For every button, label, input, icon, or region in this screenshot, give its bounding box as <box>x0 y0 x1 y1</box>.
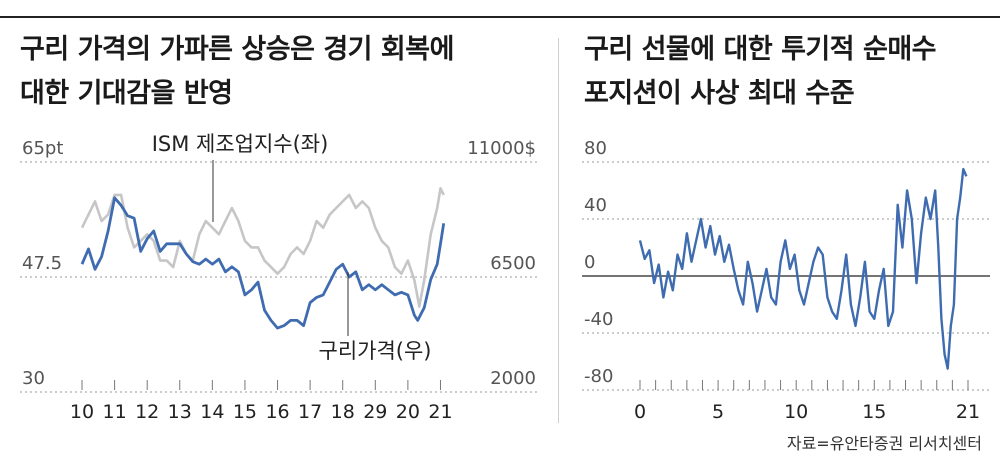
ism-index-line <box>80 187 445 308</box>
x-axis-tick-label: 21 <box>956 401 980 423</box>
y-axis-tick-label: -80 <box>584 366 613 387</box>
y-axis-tick-label: 80 <box>584 138 607 159</box>
copper-ism-chart: 30 47.5 65pt 2000 6500 11000$ 10 11 12 13 14 15 16 17… <box>20 132 540 423</box>
x-axis-tick-label: 21 <box>428 401 452 423</box>
left-axis-tick-label: 47.5 <box>22 253 62 274</box>
x-axis-tick-label: 5 <box>712 401 724 423</box>
x-axis-tick-label: 12 <box>135 401 159 423</box>
x-axis-tick-label: 14 <box>200 401 224 423</box>
net-long-position-line <box>638 167 968 370</box>
right-title-line-1: 구리 선물에 대한 투기적 순매수 <box>584 34 937 65</box>
source-note: 자료=유안타증권 리서치센터 <box>786 434 982 453</box>
speculative-positions-chart: -80 -40 0 40 80 0 5 10 15 21 <box>582 138 990 423</box>
y-axis-tick-label: -40 <box>584 309 613 330</box>
x-axis-tick-label: 18 <box>331 401 355 423</box>
right-chart-title: 구리 선물에 대한 투기적 순매수 포지션이 사상 최대 수준 <box>584 28 937 116</box>
x-axis-tick-label: 10 <box>70 401 94 423</box>
x-axis-tick-label: 0 <box>634 401 646 423</box>
left-chart-title: 구리 가격의 가파른 상승은 경기 회복에 대한 기대감을 반영 <box>20 28 454 116</box>
right-title-line-2: 포지션이 사상 최대 수준 <box>584 78 855 109</box>
y-axis-tick-label: 40 <box>584 195 607 216</box>
x-axis-tick-label: 20 <box>396 401 420 423</box>
y-axis-tick-label: 0 <box>584 252 595 273</box>
left-title-line-1: 구리 가격의 가파른 상승은 경기 회복에 <box>20 34 454 65</box>
right-axis-tick-label: 6500 <box>490 253 536 274</box>
x-axis-tick-label: 10 <box>784 401 808 423</box>
x-axis-tick-label: 15 <box>862 401 886 423</box>
panel-divider <box>558 38 559 423</box>
x-axis-tick-label: 11 <box>102 401 126 423</box>
left-axis-tick-label: 65pt <box>22 138 63 159</box>
x-axis-tick-label: 17 <box>298 401 322 423</box>
left-axis-tick-label: 30 <box>22 368 45 389</box>
left-title-line-2: 대한 기대감을 반영 <box>20 78 233 109</box>
x-axis-tick-label: 16 <box>265 401 289 423</box>
ism-annotation-label: ISM 제조업지수(좌) <box>152 132 329 156</box>
copper-price-line <box>80 196 446 330</box>
top-rule <box>0 16 1000 18</box>
x-axis-tick-label: 15 <box>233 401 257 423</box>
x-axis-tick-label: 13 <box>168 401 192 423</box>
copper-annotation-label: 구리가격(우) <box>319 339 432 363</box>
right-axis-tick-label: 11000$ <box>467 138 536 159</box>
x-axis-tick-label: 29 <box>363 401 387 423</box>
right-axis-tick-label: 2000 <box>490 368 536 389</box>
